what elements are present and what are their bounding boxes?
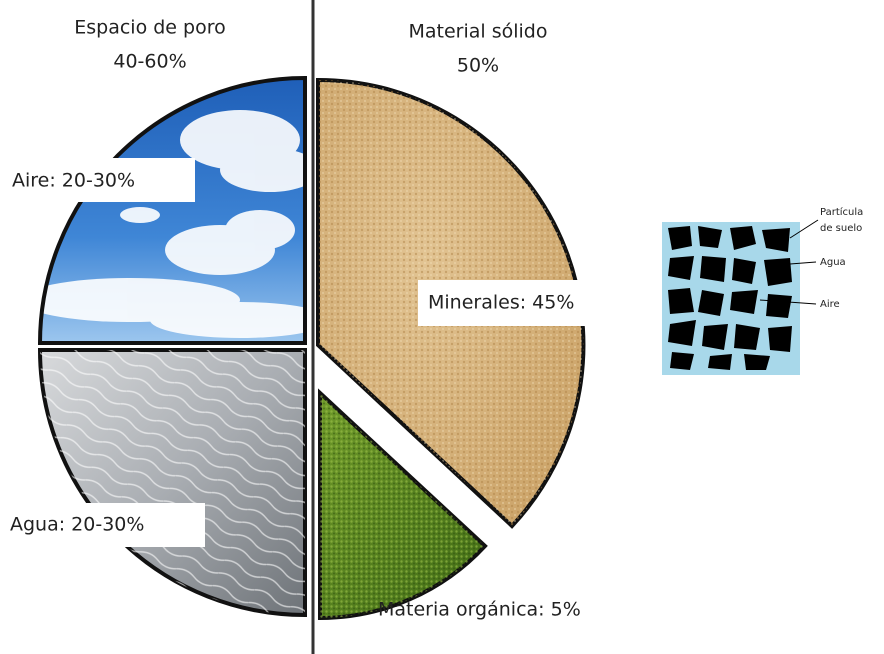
inset-particle-label: de suelo	[820, 223, 862, 234]
clouds	[40, 110, 305, 338]
arrow	[759, 299, 817, 305]
soil-inset: Partícula de suelo Agua Aire	[662, 206, 863, 375]
soil-particles	[668, 226, 792, 370]
label-box	[5, 503, 205, 547]
organic-label: Materia orgánica: 5%	[378, 599, 581, 621]
minerals-label: Minerales: 45%	[428, 292, 574, 314]
inset-air-label: Aire	[820, 299, 840, 310]
label-box	[5, 158, 195, 202]
arrow	[789, 261, 817, 265]
solid-title: Material sólido	[409, 21, 548, 43]
arrow	[789, 219, 819, 239]
inset-water-label: Agua	[820, 257, 846, 268]
water-texture	[40, 350, 305, 615]
pore-title: Espacio de poro	[74, 17, 226, 39]
inset-particle-label: Partícula	[820, 206, 863, 218]
label-box	[418, 280, 610, 326]
air-slice-outline	[37, 75, 307, 345]
pore-range: 40-60%	[113, 51, 186, 73]
air-label: Aire: 20-30%	[12, 170, 135, 192]
solid-range: 50%	[457, 55, 499, 77]
water-label: Agua: 20-30%	[10, 514, 144, 536]
organic-texture	[320, 393, 485, 618]
